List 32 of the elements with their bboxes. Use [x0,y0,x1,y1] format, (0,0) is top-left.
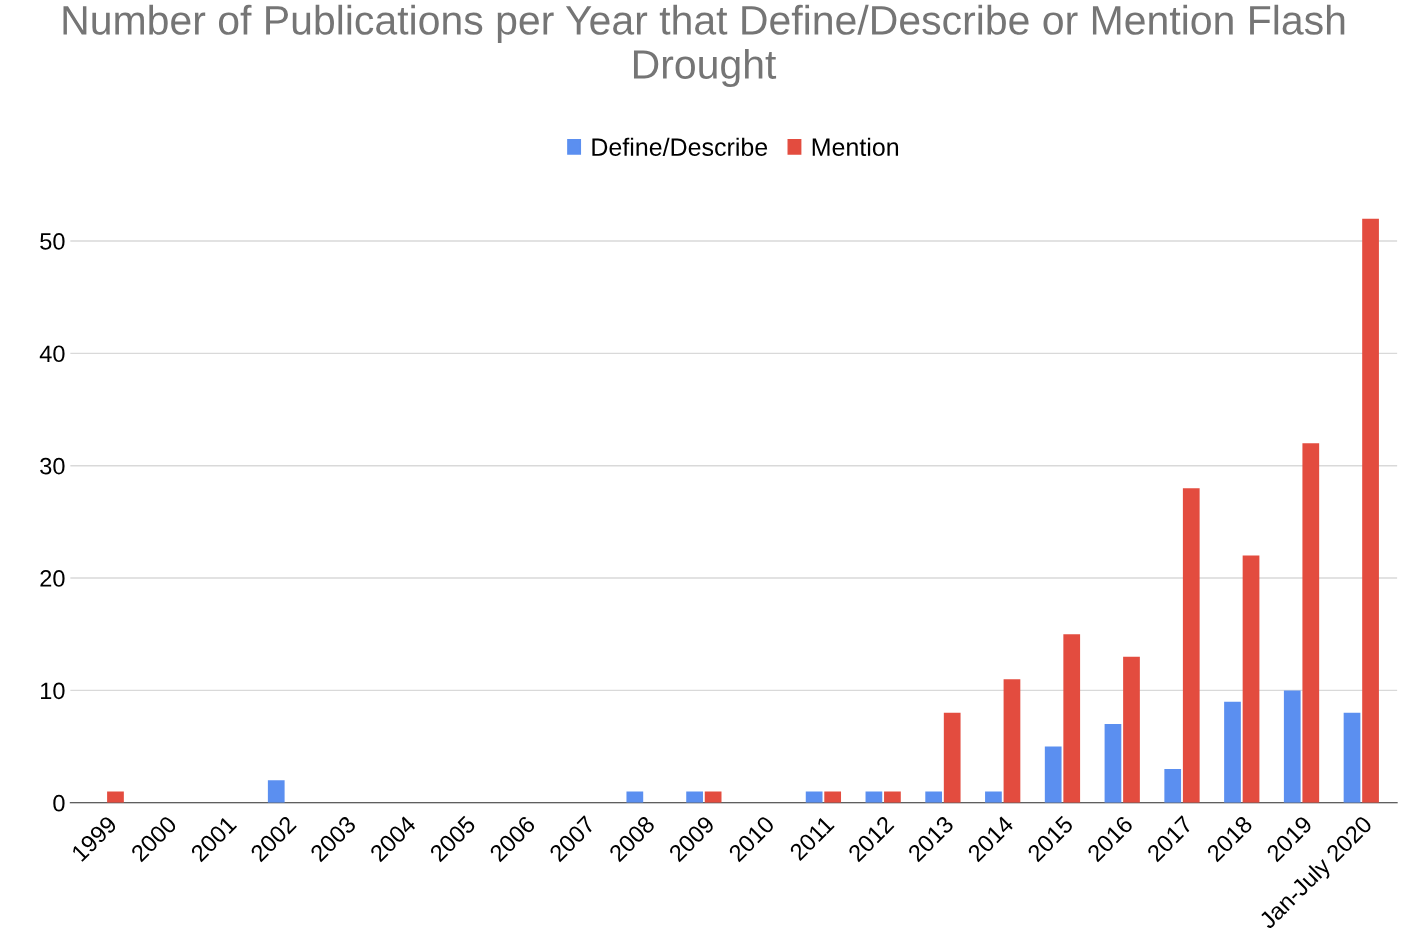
bar [925,791,943,803]
y-tick-label: 20 [40,570,65,587]
y-tick-label: 10 [41,682,65,700]
bar [1063,634,1081,803]
bar [805,791,823,803]
bar [985,791,1002,803]
y-tick-label: 30 [40,457,65,475]
legend-label: Mention [812,137,899,156]
chart-title: Number of Publications per Year that Define/Describe or Mention Flash Drought [63,4,1345,88]
bar [1283,690,1301,803]
bar [1104,724,1122,803]
bar [1182,488,1200,803]
bar [943,712,961,803]
bar [1242,555,1260,803]
bar [686,791,703,803]
y-tick-label: 40 [39,345,65,363]
bar [1044,746,1062,803]
bar [1164,769,1182,803]
bar [1003,679,1021,803]
bar [1362,218,1379,803]
bar [1123,656,1140,803]
bar [626,791,644,803]
y-tick-label: 50 [40,233,65,250]
bar [1224,701,1241,803]
bar [267,780,285,803]
bar [1302,443,1320,803]
bar [107,791,124,803]
bar [884,791,901,803]
y-tick-label: 0 [53,794,65,812]
bar [824,791,842,803]
legend-label: Define/Describe [592,137,768,156]
bar [1343,712,1361,803]
